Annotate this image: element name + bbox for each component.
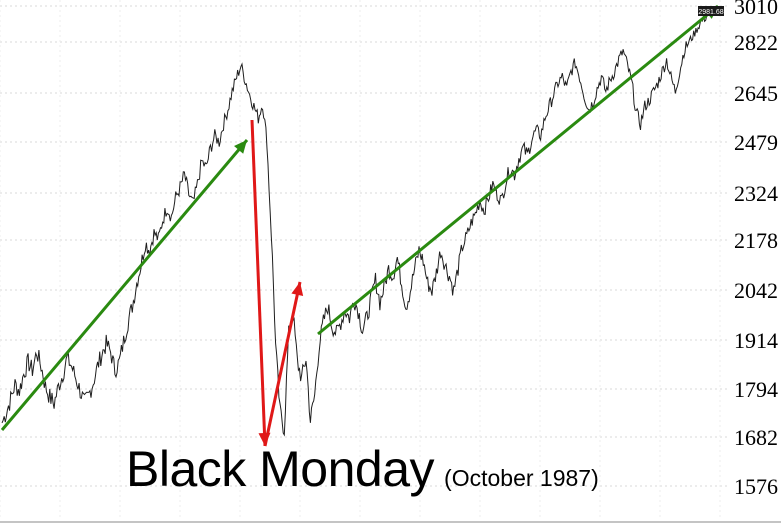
y-tick-label: 2822 [734,30,778,55]
y-tick-label: 2324 [734,181,778,206]
price-series-line [1,9,711,437]
y-tick-label: 1914 [734,328,778,353]
y-tick-label: 1682 [734,425,778,450]
last-value-label: 2981.68 [698,9,723,16]
caption-title: Black Monday [126,441,435,497]
y-tick-label: 2042 [734,278,778,303]
y-tick-label: 1794 [734,377,778,402]
rebound-arrow-up [263,281,304,447]
y-tick-label: 3010 [734,0,778,19]
y-axis-ticks: 3010 2822 2645 2479 2324 2178 2042 1914 1794 1682… [734,0,778,499]
chart-caption: Black Monday (October 1987) [126,440,599,498]
y-tick-label: 2178 [734,228,778,253]
y-tick-label: 2645 [734,81,778,106]
y-tick-label: 2479 [734,130,778,155]
last-value-tag: 2981.68 [698,6,724,16]
y-tick-label: 1576 [734,474,778,499]
caption-subtitle: (October 1987) [444,465,599,491]
uptrend-arrow-right [317,4,719,336]
uptrend-arrow-left [0,139,249,431]
gridlines [0,0,728,520]
